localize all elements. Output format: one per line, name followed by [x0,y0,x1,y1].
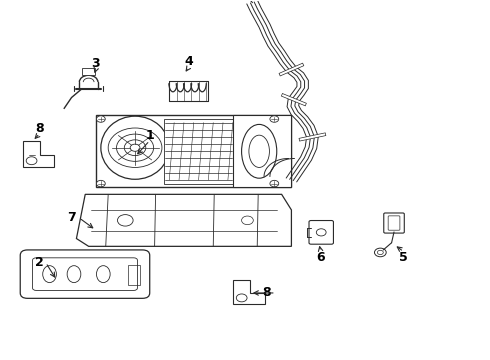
FancyBboxPatch shape [96,116,292,187]
Bar [128,265,140,285]
Ellipse shape [242,125,277,178]
Bar [233,116,292,187]
Circle shape [118,215,133,226]
FancyBboxPatch shape [309,221,333,244]
Circle shape [97,116,105,122]
Text: 8: 8 [263,287,271,300]
Text: 1: 1 [146,129,154,142]
FancyBboxPatch shape [20,250,150,298]
Text: 5: 5 [399,251,408,264]
Text: 8: 8 [35,122,44,135]
Text: 2: 2 [35,256,44,269]
Text: 3: 3 [92,57,100,70]
Text: 7: 7 [67,211,76,224]
Polygon shape [23,140,54,167]
Polygon shape [76,194,292,246]
FancyBboxPatch shape [384,213,404,233]
Bar [82,68,95,75]
Circle shape [270,116,279,122]
Text: 6: 6 [317,251,325,264]
Circle shape [270,180,279,187]
Polygon shape [233,280,265,304]
Bar [164,119,233,184]
Circle shape [374,248,386,257]
Circle shape [97,180,105,187]
Ellipse shape [101,116,169,179]
Text: 4: 4 [184,55,193,68]
